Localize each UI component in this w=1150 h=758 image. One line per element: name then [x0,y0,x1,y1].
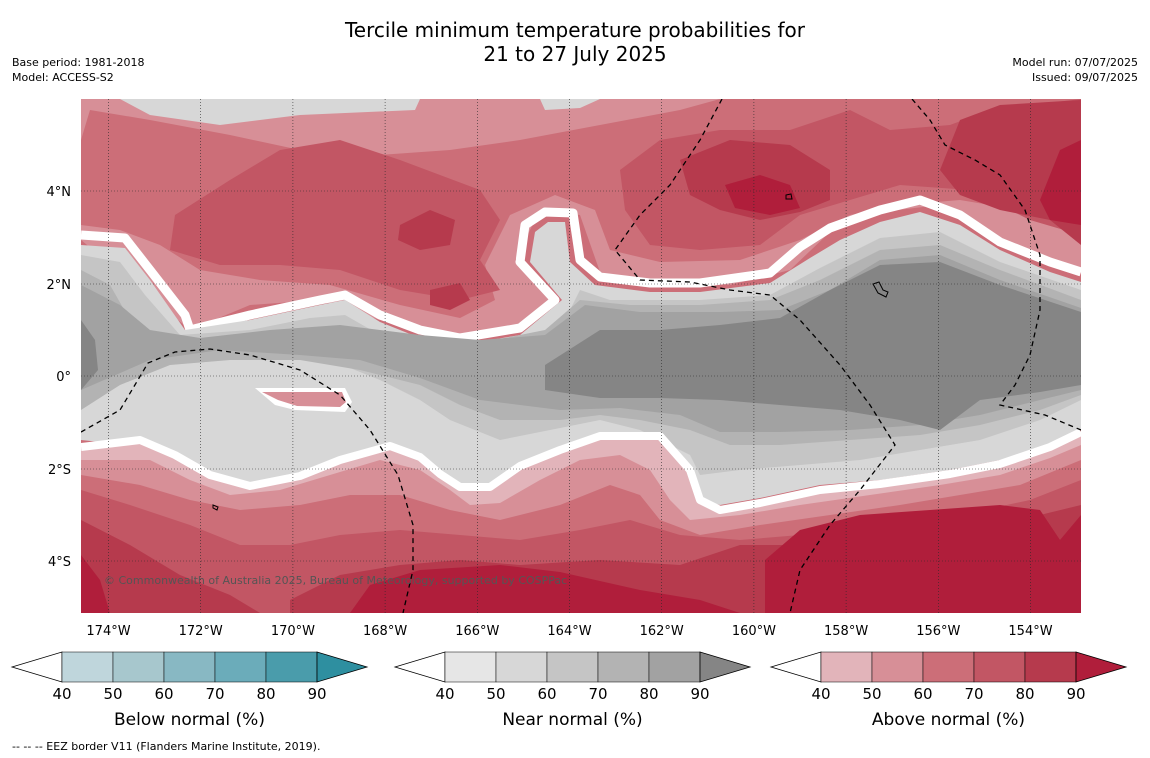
model-name: Model: ACCESS-S2 [12,71,114,84]
meta-right: Model run: 07/07/2025 Issued: 09/07/2025 [1012,55,1138,85]
colorbar-segment [597,651,650,683]
colorbar-label: Near normal (%) [502,710,642,730]
colorbar-tick-label: 90 [690,685,709,703]
probability-contours [81,99,1081,613]
issued-date: Issued: 09/07/2025 [1031,71,1138,84]
colorbar-tick-label: 90 [1066,685,1085,703]
colorbar-tick-label: 60 [537,685,556,703]
colorbar-1: 40 50 60 70 80 90 Below normal (%) [10,651,369,730]
colorbar-underflow-triangle [10,651,63,683]
colorbar-segment [871,651,924,683]
lat-tick-label: 2°N [47,278,72,293]
colorbar-segment [61,651,114,683]
lon-tick-label: 168°W [363,624,407,639]
copyright-notice: © Commonwealth of Australia 2025, Bureau… [104,574,567,587]
map-title: Tercile minimum temperature probabilitie… [0,18,1150,66]
colorbar-tick-label: 80 [639,685,658,703]
lon-tick-label: 166°W [455,624,499,639]
colorbar-overflow-triangle [699,651,752,683]
colorbar-segment [648,651,701,683]
colorbar-tick-label: 50 [103,685,122,703]
colorbar-tick-label: 40 [435,685,454,703]
meta-left: Base period: 1981-2018 Model: ACCESS-S2 [12,55,144,85]
lon-tick-label: 170°W [271,624,315,639]
colorbar-segment [214,651,267,683]
colorbar-segment [112,651,165,683]
lon-tick-label: 172°W [179,624,223,639]
lon-tick-label: 154°W [1008,624,1052,639]
colorbar-tick-label: 80 [1015,685,1034,703]
base-period: Base period: 1981-2018 [12,56,145,69]
colorbar-3: 40 50 60 70 80 90 Above normal (%) [769,651,1128,730]
lat-tick-label: 4°S [48,555,71,570]
colorbar-underflow-triangle [393,651,446,683]
colorbar-segment [444,651,497,683]
lat-tick-label: 2°S [48,463,71,478]
lat-tick-label: 0° [56,370,71,385]
lon-tick-label: 160°W [732,624,776,639]
colorbar-label: Below normal (%) [114,710,265,730]
title-line-2: 21 to 27 July 2025 [483,42,667,66]
colorbar-tick-label: 70 [205,685,224,703]
colorbar-tick-label: 70 [964,685,983,703]
lat-tick-label: 4°N [47,185,72,200]
colorbar-tick-label: 70 [588,685,607,703]
colorbar-tick-label: 40 [811,685,830,703]
colorbar-segment [163,651,216,683]
colorbar-tick-label: 40 [52,685,71,703]
lon-tick-label: 174°W [86,624,130,639]
colorbar-segment [922,651,975,683]
colorbar-tick-label: 50 [486,685,505,703]
colorbar-2: 40 50 60 70 80 90 Near normal (%) [393,651,752,730]
lon-tick-label: 164°W [547,624,591,639]
model-run: Model run: 07/07/2025 [1012,56,1138,69]
colorbar-overflow-triangle [1075,651,1128,683]
colorbar-overflow-triangle [316,651,369,683]
colorbar-tick-label: 50 [862,685,881,703]
colorbar-segment [820,651,873,683]
colorbar-segment [973,651,1026,683]
colorbar-segment [495,651,548,683]
colorbar-segment [546,651,599,683]
colorbar-segment [1024,651,1077,683]
lon-tick-label: 156°W [916,624,960,639]
colorbar-tick-label: 90 [307,685,326,703]
lon-tick-label: 162°W [640,624,684,639]
lon-tick-label: 158°W [824,624,868,639]
colorbar-tick-label: 80 [256,685,275,703]
colorbar-underflow-triangle [769,651,822,683]
colorbars: 40 50 60 70 80 90 Below normal (%) 40 50 60 70 80 90… [10,651,1128,730]
colorbar-segment [265,651,318,683]
title-line-1: Tercile minimum temperature probabilitie… [344,18,806,42]
colorbar-tick-label: 60 [913,685,932,703]
eez-legend-note: -- -- -- EEZ border V11 (Flanders Marine… [12,740,321,753]
colorbar-tick-label: 60 [154,685,173,703]
colorbar-label: Above normal (%) [872,710,1025,730]
